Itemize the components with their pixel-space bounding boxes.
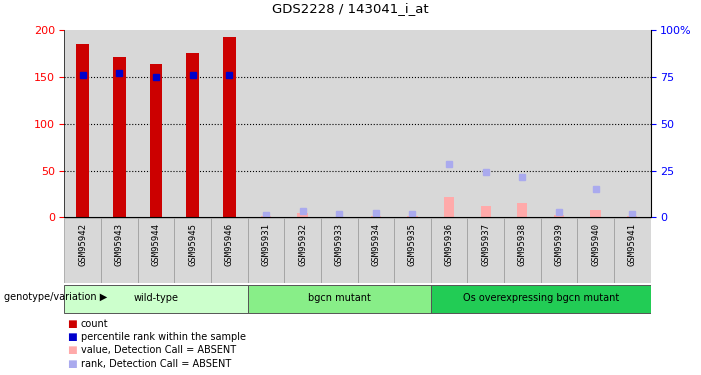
Text: GSM95933: GSM95933 bbox=[334, 223, 343, 266]
Bar bbox=[614, 217, 651, 283]
Text: GSM95939: GSM95939 bbox=[554, 223, 564, 266]
Text: GSM95935: GSM95935 bbox=[408, 223, 417, 266]
Bar bbox=[175, 217, 211, 283]
Bar bbox=[578, 30, 614, 217]
Bar bbox=[211, 30, 247, 217]
Bar bbox=[540, 217, 578, 283]
Bar bbox=[394, 217, 430, 283]
Bar bbox=[540, 30, 578, 217]
Bar bbox=[149, 64, 163, 217]
Bar bbox=[444, 197, 454, 217]
Bar bbox=[113, 57, 126, 217]
Bar bbox=[334, 216, 344, 217]
Bar bbox=[321, 217, 358, 283]
Bar bbox=[430, 217, 468, 283]
Bar bbox=[517, 203, 527, 217]
Bar bbox=[590, 210, 601, 218]
Text: genotype/variation ▶: genotype/variation ▶ bbox=[4, 292, 107, 303]
Text: GSM95946: GSM95946 bbox=[225, 223, 234, 266]
Bar bbox=[468, 217, 504, 283]
Bar bbox=[285, 30, 321, 217]
Bar bbox=[285, 217, 321, 283]
Bar bbox=[247, 30, 285, 217]
Text: GSM95942: GSM95942 bbox=[79, 223, 88, 266]
Text: GSM95937: GSM95937 bbox=[481, 223, 490, 266]
Text: GSM95932: GSM95932 bbox=[298, 223, 307, 266]
Bar bbox=[578, 217, 614, 283]
Bar bbox=[211, 217, 247, 283]
Bar bbox=[627, 216, 637, 217]
Bar bbox=[138, 30, 175, 217]
Text: percentile rank within the sample: percentile rank within the sample bbox=[81, 332, 245, 342]
Bar bbox=[223, 37, 236, 218]
Bar bbox=[504, 30, 540, 217]
Bar bbox=[76, 44, 89, 218]
Bar bbox=[358, 30, 394, 217]
Bar bbox=[297, 213, 308, 217]
Bar bbox=[101, 30, 138, 217]
Bar bbox=[430, 30, 468, 217]
Bar bbox=[407, 216, 418, 217]
Bar bbox=[261, 216, 271, 217]
Text: GSM95931: GSM95931 bbox=[261, 223, 271, 266]
Bar bbox=[468, 30, 504, 217]
Text: GSM95941: GSM95941 bbox=[627, 223, 637, 266]
Bar bbox=[504, 217, 540, 283]
Text: ■: ■ bbox=[67, 359, 76, 369]
Bar bbox=[371, 216, 381, 217]
Text: ■: ■ bbox=[67, 332, 76, 342]
Bar bbox=[321, 30, 358, 217]
Bar bbox=[138, 217, 175, 283]
Text: GSM95940: GSM95940 bbox=[591, 223, 600, 266]
FancyBboxPatch shape bbox=[430, 285, 651, 314]
Text: count: count bbox=[81, 319, 108, 329]
Bar bbox=[247, 217, 285, 283]
Bar bbox=[554, 214, 564, 217]
Bar bbox=[64, 217, 101, 283]
Text: GDS2228 / 143041_i_at: GDS2228 / 143041_i_at bbox=[272, 2, 429, 15]
Bar bbox=[64, 30, 101, 217]
Bar bbox=[175, 30, 211, 217]
Text: value, Detection Call = ABSENT: value, Detection Call = ABSENT bbox=[81, 345, 236, 355]
Bar bbox=[394, 30, 430, 217]
Bar bbox=[481, 206, 491, 218]
Text: GSM95943: GSM95943 bbox=[115, 223, 124, 266]
Text: GSM95938: GSM95938 bbox=[518, 223, 527, 266]
Text: GSM95945: GSM95945 bbox=[188, 223, 197, 266]
Text: GSM95934: GSM95934 bbox=[372, 223, 381, 266]
FancyBboxPatch shape bbox=[247, 285, 430, 314]
Text: GSM95944: GSM95944 bbox=[151, 223, 161, 266]
Text: ■: ■ bbox=[67, 345, 76, 355]
Bar bbox=[614, 30, 651, 217]
Text: rank, Detection Call = ABSENT: rank, Detection Call = ABSENT bbox=[81, 359, 231, 369]
Bar bbox=[101, 217, 138, 283]
Bar bbox=[186, 53, 199, 217]
Text: Os overexpressing bgcn mutant: Os overexpressing bgcn mutant bbox=[463, 293, 619, 303]
Text: GSM95936: GSM95936 bbox=[444, 223, 454, 266]
Bar bbox=[358, 217, 394, 283]
FancyBboxPatch shape bbox=[64, 285, 247, 314]
Text: wild-type: wild-type bbox=[134, 293, 179, 303]
Text: ■: ■ bbox=[67, 319, 76, 329]
Text: bgcn mutant: bgcn mutant bbox=[308, 293, 371, 303]
